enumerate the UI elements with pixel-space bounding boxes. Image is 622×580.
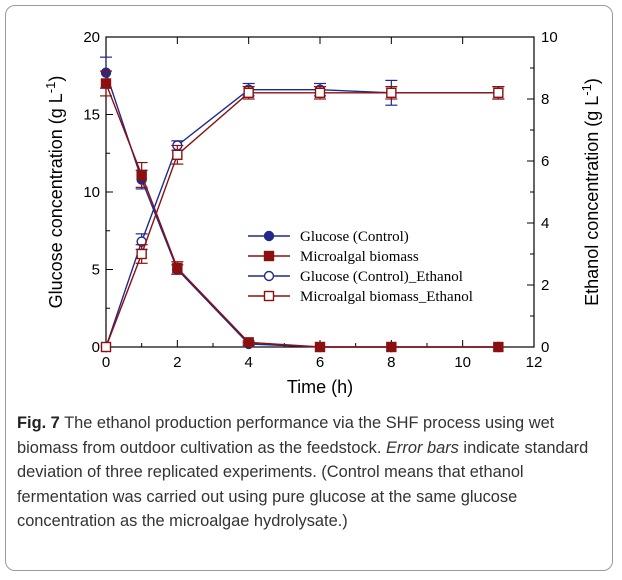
caption-label: Fig. 7 bbox=[17, 414, 60, 432]
y-left-tick-label: 5 bbox=[92, 262, 100, 279]
data-point bbox=[386, 341, 397, 353]
data-point bbox=[172, 262, 183, 274]
y-right-tick-label: 10 bbox=[541, 29, 558, 46]
caption-error-bars: Error bars bbox=[385, 438, 459, 457]
y-right-tick-label: 6 bbox=[541, 153, 549, 170]
y-right-tick-label: 8 bbox=[541, 91, 549, 108]
legend-label: Microalgal biomass bbox=[300, 249, 419, 265]
data-point bbox=[100, 78, 112, 89]
figure-caption: Fig. 7 The ethanol production performanc… bbox=[17, 411, 607, 534]
x-tick-label: 6 bbox=[316, 354, 324, 371]
y-right-tick-label: 4 bbox=[541, 215, 549, 232]
y-left-axis-label: Glucose concentration (g L-1) bbox=[43, 76, 66, 309]
series-line bbox=[105, 92, 499, 348]
data-point bbox=[314, 87, 326, 99]
caption-part1: The ethanol production performance via t… bbox=[17, 414, 555, 457]
data-point bbox=[243, 87, 254, 99]
y-right-tick-label: 0 bbox=[541, 339, 549, 356]
x-axis-label: Time (h) bbox=[287, 377, 353, 397]
x-tick-label: 2 bbox=[173, 354, 181, 371]
y-right-axis-label: Ethanol concentration (g L-1) bbox=[579, 78, 602, 306]
x-tick-label: 4 bbox=[244, 354, 252, 371]
data-point bbox=[172, 149, 183, 161]
series-1 bbox=[100, 70, 504, 353]
legend-marker bbox=[263, 270, 275, 282]
caption-part2: indicate standard deviation of three rep… bbox=[17, 438, 589, 531]
data-point bbox=[386, 87, 397, 99]
data-point bbox=[314, 341, 326, 353]
legend-marker bbox=[263, 290, 275, 302]
legend-marker bbox=[263, 230, 275, 242]
legend-label: Glucose (Control)_Ethanol bbox=[300, 269, 463, 285]
series-3 bbox=[100, 85, 505, 353]
series-line bbox=[105, 72, 499, 348]
y-left-tick-label: 20 bbox=[83, 29, 100, 46]
data-point bbox=[493, 87, 504, 99]
series-line bbox=[105, 83, 499, 348]
data-point bbox=[136, 169, 147, 181]
y-left-tick-label: 15 bbox=[83, 107, 100, 124]
data-point bbox=[493, 341, 504, 353]
y-left-tick-label: 10 bbox=[83, 184, 100, 201]
series-0 bbox=[100, 56, 504, 353]
chart-series bbox=[100, 56, 505, 353]
data-point bbox=[100, 341, 112, 353]
y-left-tick-label: 0 bbox=[92, 339, 100, 356]
x-tick-label: 8 bbox=[387, 354, 395, 371]
legend-label: Microalgal biomass_Ethanol bbox=[300, 289, 473, 305]
x-tick-label: 10 bbox=[454, 354, 471, 371]
legend-marker bbox=[263, 250, 275, 262]
x-tick-label: 0 bbox=[102, 354, 110, 371]
data-point bbox=[243, 337, 254, 348]
data-point bbox=[136, 248, 147, 260]
series-line bbox=[105, 88, 499, 348]
chart-legend: Glucose (Control) Microalgal biomass Gluco… bbox=[248, 229, 473, 305]
series-2 bbox=[100, 79, 505, 353]
y-right-tick-label: 2 bbox=[541, 277, 549, 294]
x-tick-label: 12 bbox=[526, 354, 543, 371]
legend-label: Glucose (Control) bbox=[300, 229, 409, 245]
